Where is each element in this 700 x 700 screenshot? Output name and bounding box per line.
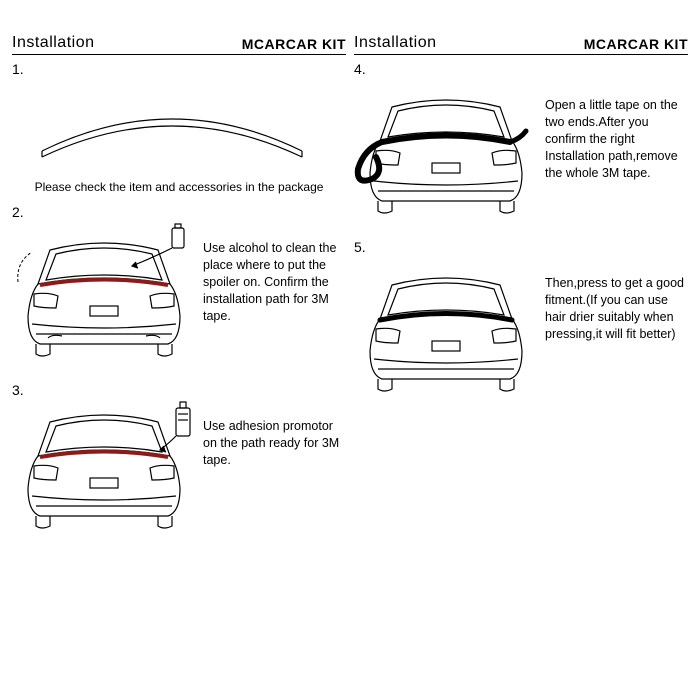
step-1: 1. Please check the item and accessories… bbox=[12, 61, 346, 194]
left-column: Installation MCARCAR KIT 1. Please check… bbox=[12, 34, 346, 680]
column-header: Installation MCARCAR KIT bbox=[354, 34, 688, 55]
step-text: Use alcohol to clean the place where to … bbox=[203, 222, 346, 324]
figure-car-rear bbox=[12, 400, 197, 540]
column-header: Installation MCARCAR KIT bbox=[12, 34, 346, 55]
step-body: Use adhesion promotor on the path ready … bbox=[12, 400, 346, 540]
instruction-page: Installation MCARCAR KIT 1. Please check… bbox=[0, 0, 700, 700]
step-body: Open a little tape on the two ends.After… bbox=[354, 79, 688, 229]
step-number: 2. bbox=[12, 204, 346, 220]
step-4: 4. bbox=[354, 61, 688, 229]
step-text: Then,press to get a good fitment.(If you… bbox=[545, 257, 688, 343]
header-title: Installation bbox=[12, 34, 95, 52]
figure-car-rear bbox=[354, 79, 539, 229]
step-text: Use adhesion promotor on the path ready … bbox=[203, 400, 346, 469]
header-brand: MCARCAR KIT bbox=[584, 36, 688, 52]
step-number: 4. bbox=[354, 61, 688, 77]
figure-spoiler bbox=[12, 79, 346, 174]
step-number: 1. bbox=[12, 61, 346, 77]
figure-car-rear bbox=[12, 222, 197, 372]
step-number: 3. bbox=[12, 382, 346, 398]
right-column: Installation MCARCAR KIT 4. bbox=[354, 34, 688, 680]
header-brand: MCARCAR KIT bbox=[242, 36, 346, 52]
step-body: Use alcohol to clean the place where to … bbox=[12, 222, 346, 372]
step-body: Then,press to get a good fitment.(If you… bbox=[354, 257, 688, 407]
step-number: 5. bbox=[354, 239, 688, 255]
step-5: 5. bbox=[354, 239, 688, 407]
step-text: Open a little tape on the two ends.After… bbox=[545, 79, 688, 181]
step-2: 2. bbox=[12, 204, 346, 372]
step-caption: Please check the item and accessories in… bbox=[12, 180, 346, 194]
figure-car-rear bbox=[354, 257, 539, 407]
header-title: Installation bbox=[354, 34, 437, 52]
step-3: 3. bbox=[12, 382, 346, 540]
